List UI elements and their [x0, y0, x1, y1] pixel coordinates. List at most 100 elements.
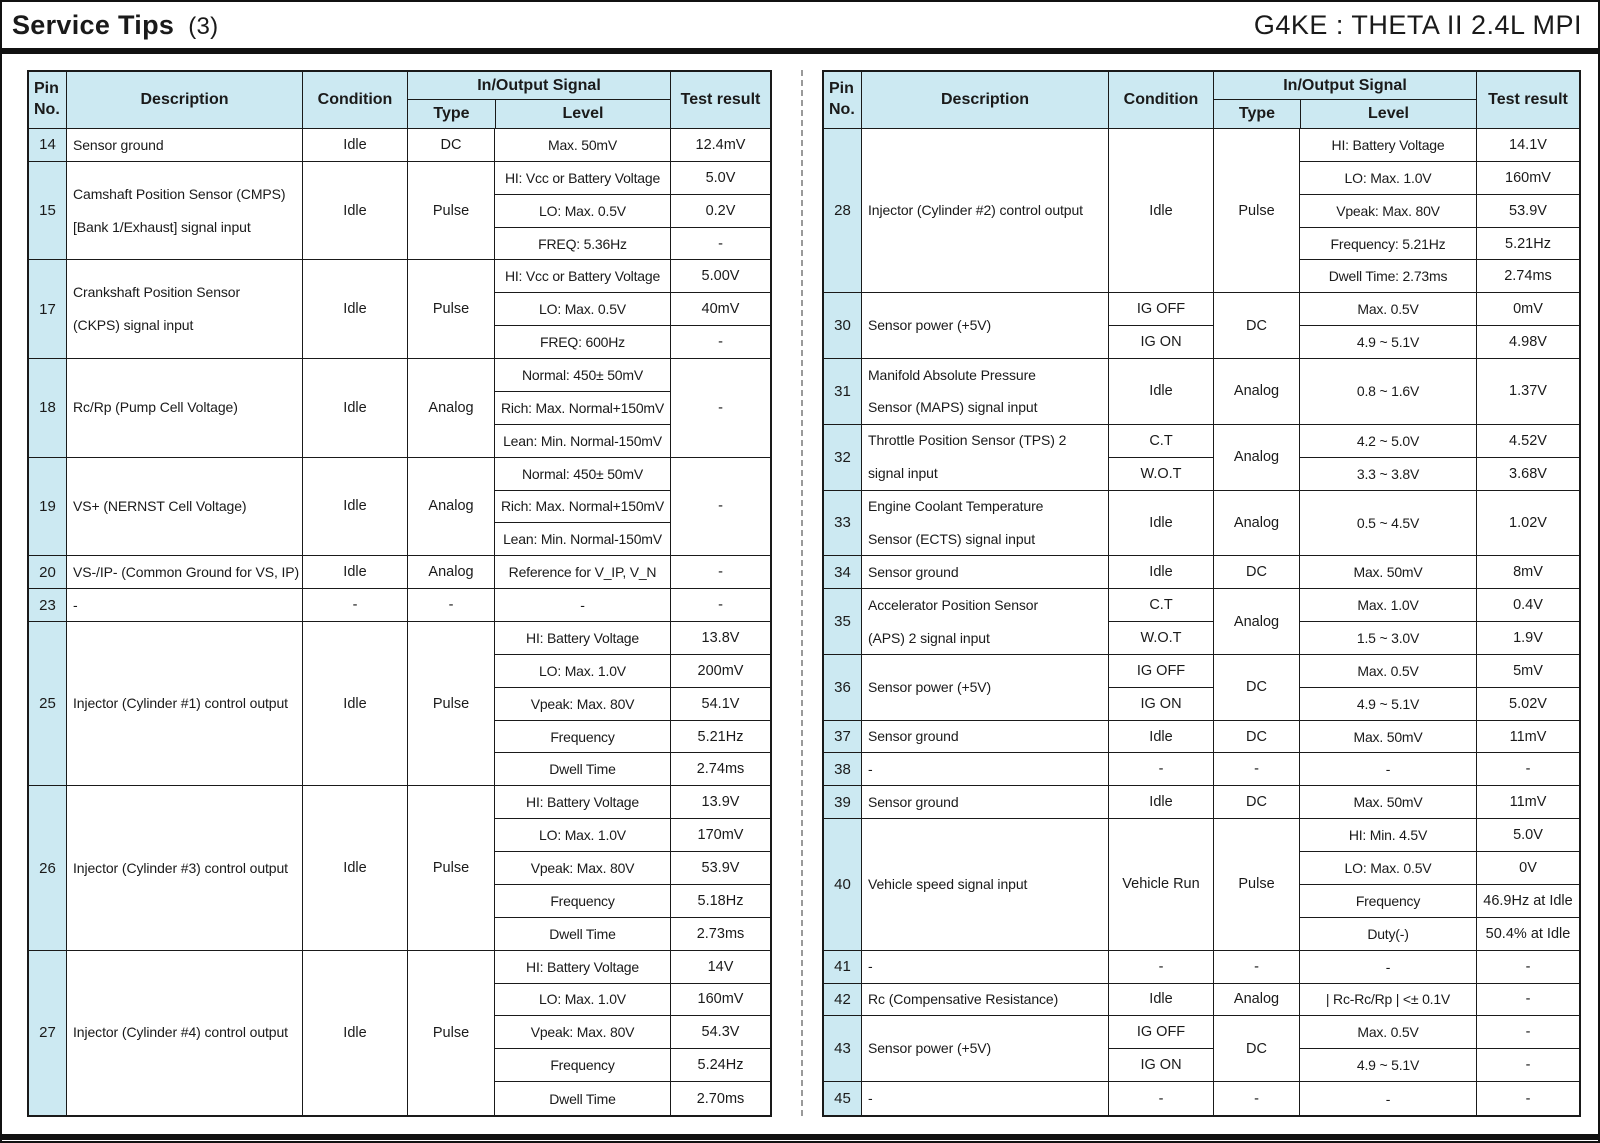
result-cell: 4.98V — [1477, 326, 1579, 360]
pin-number: 26 — [29, 786, 66, 951]
level-cell-column: Normal: 450± 50mV Rich: Max. Normal+150mV… — [494, 359, 670, 458]
pin-number: 39 — [824, 786, 861, 820]
result-cell-column: 13.8V 200mV 54.1V 5.21Hz 2.74ms — [670, 622, 770, 787]
condition-cell: Idle — [303, 129, 407, 162]
level-cell: 4.9 ~ 5.1V — [1300, 687, 1476, 721]
result-cell: - — [671, 589, 770, 623]
result-cell: - — [1477, 1082, 1579, 1115]
type-header: Type — [1238, 105, 1276, 122]
result-cell: 53.9V — [671, 852, 770, 885]
level-cell-column: 0.5 ~ 4.5V — [1299, 490, 1476, 557]
condition-cell: Idle — [303, 556, 407, 590]
description-text: - — [868, 958, 873, 975]
description-text: Engine Coolant Temperature — [868, 498, 1044, 515]
description-cell: VS+ (NERNST Cell Voltage) — [66, 457, 302, 557]
level-cell: Max. 50mV — [1300, 786, 1476, 820]
level-cell: - — [1300, 1082, 1476, 1115]
table-row: 17 Crankshaft Position Sensor (CKPS) signa… — [29, 260, 770, 360]
level-cell-column: Max. 50mV — [1299, 720, 1476, 754]
level-cell-column: | Rc-Rc/Rp | <± 0.1V — [1299, 983, 1476, 1017]
level-cell: Max. 0.5V — [1300, 654, 1476, 688]
condition-cell-column: IG OFF IG ON — [1108, 654, 1213, 721]
table-row: 31 Manifold Absolute Pressure Sensor (MAPS… — [824, 359, 1579, 425]
result-cell: - — [671, 556, 770, 590]
description-text: signal input — [868, 465, 938, 482]
condition-cell: W.O.T — [1109, 622, 1213, 655]
level-header: Level — [1300, 100, 1476, 128]
condition-cell-column: - — [1108, 950, 1213, 984]
table-row: 15 Camshaft Position Sensor (CMPS) [Bank 1… — [29, 161, 770, 261]
result-cell: 2.74ms — [671, 753, 770, 787]
table-row: 36 Sensor power (+5V) IG OFF IG ON DC Max. 0.… — [824, 654, 1579, 721]
level-cell-column: 0.8 ~ 1.6V — [1299, 359, 1476, 425]
type-cell: Analog — [1213, 589, 1299, 655]
table-row: 35 Accelerator Position Sensor (APS) 2 sig… — [824, 589, 1579, 655]
pin-number: 25 — [29, 622, 66, 787]
description-text: Sensor ground — [868, 563, 959, 580]
description-cell: Injector (Cylinder #3) control output — [66, 786, 302, 951]
result-cell: 5.0V — [671, 161, 770, 195]
io-signal-subheader: Type Level — [408, 100, 670, 128]
condition-cell: C.T — [1109, 424, 1213, 458]
result-cell: 14.1V — [1477, 129, 1579, 162]
io-signal-header-group: In/Output Signal Type Level — [1213, 72, 1476, 128]
table-row: 27 Injector (Cylinder #4) control output I… — [29, 950, 770, 1116]
level-cell: Max. 0.5V — [1300, 1016, 1476, 1050]
result-cell-column: 1.37V — [1476, 359, 1579, 425]
level-cell: 0.5 ~ 4.5V — [1300, 490, 1476, 557]
result-cell: 12.4mV — [671, 129, 770, 162]
level-cell: HI: Min. 4.5V — [1300, 819, 1476, 853]
condition-cell-column: Idle — [302, 786, 407, 951]
result-cell: 40mV — [671, 293, 770, 327]
result-cell: - — [671, 359, 770, 458]
bottom-rule — [2, 1134, 1598, 1141]
description-cell: - — [66, 589, 302, 623]
level-cell-column: HI: Battery Voltage LO: Max. 1.0V Vpeak: M… — [494, 786, 670, 951]
result-cell-column: - — [1476, 950, 1579, 984]
result-cell-column: - — [670, 589, 770, 623]
condition-cell: Idle — [303, 359, 407, 458]
condition-cell: Idle — [1109, 983, 1213, 1017]
table-row: 38- - - - - — [824, 753, 1579, 787]
level-cell-column: Max. 0.5V 4.9 ~ 5.1V — [1299, 654, 1476, 721]
description-cell: Crankshaft Position Sensor (CKPS) signal … — [66, 260, 302, 360]
type-cell: Analog — [407, 359, 494, 458]
description-cell: Sensor ground — [861, 556, 1108, 590]
result-cell: 5.0V — [1477, 819, 1579, 853]
condition-cell-column: Idle — [302, 161, 407, 261]
description-text: Crankshaft Position Sensor — [73, 284, 241, 301]
description-text: Rc/Rp (Pump Cell Voltage) — [73, 399, 238, 416]
type-cell: DC — [407, 129, 494, 162]
level-cell: Normal: 450± 50mV — [495, 359, 670, 392]
level-cell: Vpeak: Max. 80V — [495, 687, 670, 721]
table-row: 20 VS-/IP- (Common Ground for VS, IP) Idle… — [29, 556, 770, 590]
pin-table-right: Pin No. Description Condition In/Output … — [822, 70, 1581, 1117]
result-cell: 160mV — [671, 983, 770, 1017]
pin-header-line1: Pin — [34, 80, 59, 98]
description-text: Manifold Absolute Pressure — [868, 366, 1036, 383]
condition-cell: - — [1109, 950, 1213, 984]
result-cell: - — [1477, 983, 1579, 1017]
result-cell: - — [1477, 1016, 1579, 1050]
level-cell-column: HI: Battery Voltage LO: Max. 1.0V Vpeak: M… — [494, 622, 670, 787]
type-cell: DC — [1213, 556, 1299, 590]
pin-number: 41 — [824, 950, 861, 984]
description-text: Throttle Position Sensor (TPS) 2 — [868, 432, 1067, 449]
level-cell: Dwell Time: 2.73ms — [1300, 260, 1476, 294]
description-cell: Throttle Position Sensor (TPS) 2 signal i… — [861, 424, 1108, 491]
description-cell: Vehicle speed signal input — [861, 819, 1108, 951]
result-cell: 1.37V — [1477, 359, 1579, 425]
level-cell: 4.9 ~ 5.1V — [1300, 1049, 1476, 1083]
description-cell: Injector (Cylinder #2) control output — [861, 129, 1108, 294]
description-text: Sensor ground — [73, 136, 164, 153]
pin-number: 45 — [824, 1082, 861, 1115]
table-row: 45- - - - - — [824, 1082, 1579, 1115]
type-cell: DC — [1213, 293, 1299, 360]
description-cell: Manifold Absolute Pressure Sensor (MAPS) … — [861, 359, 1108, 425]
level-cell: 1.5 ~ 3.0V — [1300, 622, 1476, 655]
level-cell-column: Max. 0.5V 4.9 ~ 5.1V — [1299, 1016, 1476, 1083]
condition-cell: Idle — [1109, 129, 1213, 294]
pin-number: 34 — [824, 556, 861, 590]
pin-number: 27 — [29, 950, 66, 1116]
type-cell: Pulse — [407, 786, 494, 951]
